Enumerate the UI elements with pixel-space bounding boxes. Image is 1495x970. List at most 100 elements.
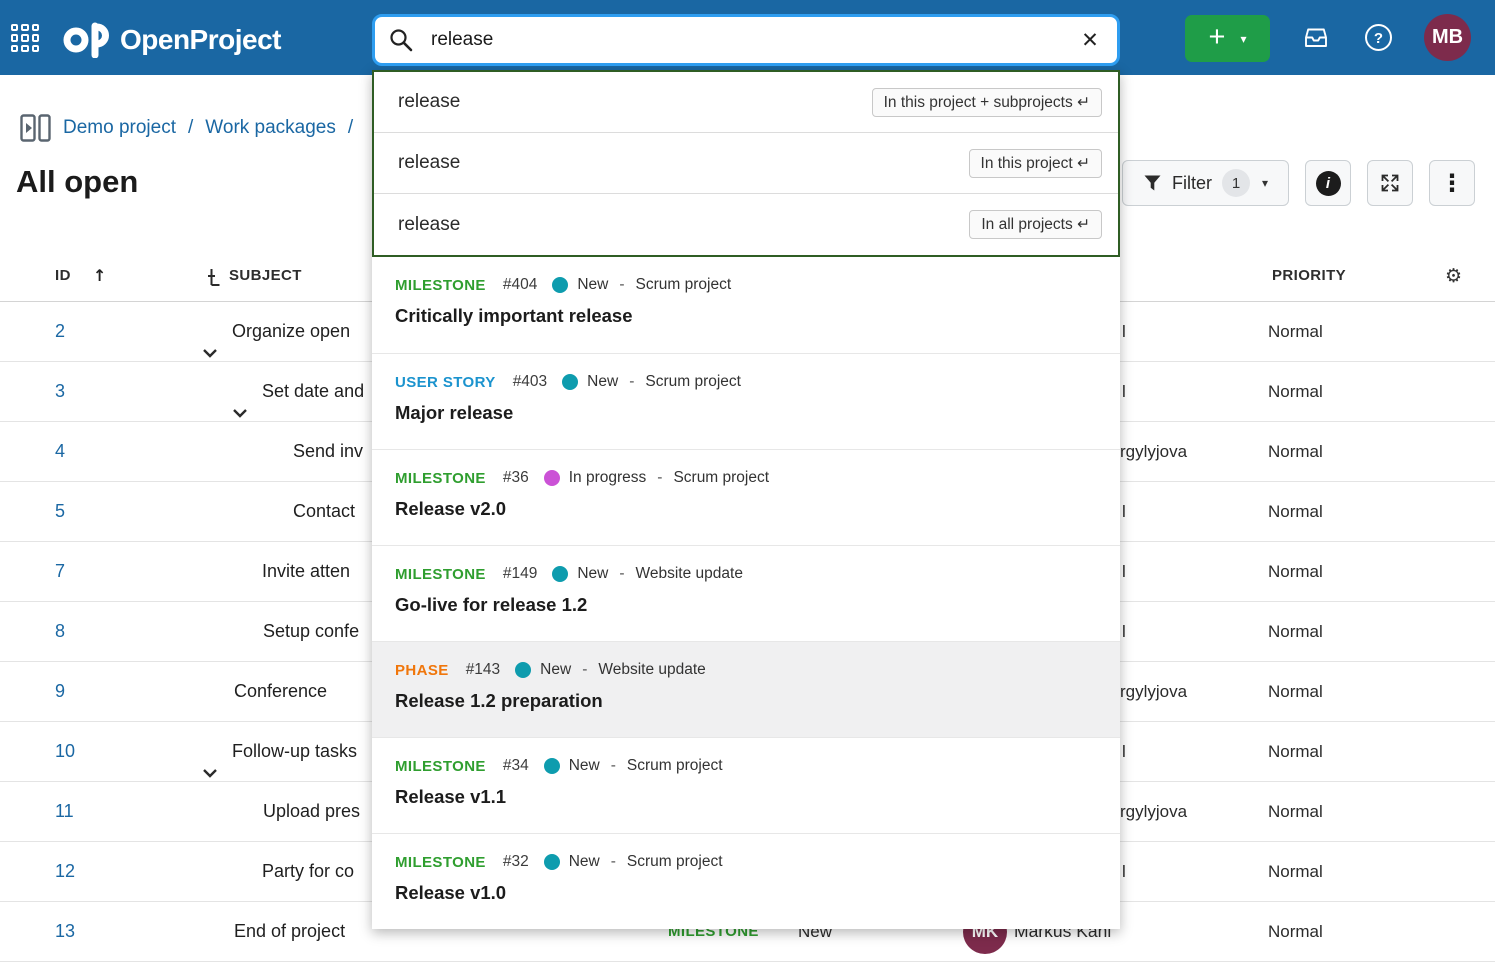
work-package-status: In progress [568,469,647,486]
search-term-text: release [398,213,461,235]
work-package-id-link[interactable]: 2 [55,321,66,341]
work-package-id-link[interactable]: 12 [55,861,76,881]
work-package-id-link[interactable]: 7 [55,561,66,581]
work-package-subject[interactable]: Set date and [262,381,365,401]
user-avatar[interactable]: MB [1424,14,1471,61]
clear-search-icon[interactable]: ✕ [1081,28,1099,52]
work-package-id-link[interactable]: 10 [55,741,76,761]
work-package-id-link[interactable]: 5 [55,501,66,521]
work-package-subject[interactable]: Contact [293,501,356,521]
hierarchy-icon[interactable] [207,268,222,293]
sort-ascending-icon[interactable]: ↑ [93,266,107,285]
work-package-id-link[interactable]: 4 [55,441,66,461]
table-settings-gear-icon[interactable]: ⚙ [1445,265,1463,287]
work-package-id: #149 [502,565,538,582]
search-result-item[interactable]: MILESTONE #36 In progress - Scrum projec… [372,449,1120,545]
work-package-subject[interactable]: Party for co [262,861,355,881]
global-search-input[interactable] [372,14,1120,66]
search-scope-option-all-projects[interactable]: release In all projects ↵ [374,194,1118,255]
work-package-id: #143 [465,661,501,678]
project-name: Scrum project [626,757,723,774]
work-package-type: PHASE [395,661,449,679]
info-button[interactable]: i [1305,160,1351,206]
app-grid-menu-icon[interactable] [11,24,39,52]
search-result-item[interactable]: MILESTONE #404 New - Scrum project Criti… [372,257,1120,353]
global-search: ✕ [372,14,1120,66]
filter-button[interactable]: Filter 1 ▾ [1122,160,1289,206]
search-scope-option-this-project[interactable]: release In this project ↵ [374,133,1118,194]
separator: - [610,853,616,870]
work-package-id-link[interactable]: 8 [55,621,66,641]
work-package-title: Release v2.0 [395,498,507,519]
priority-value: Normal [1268,802,1323,821]
filter-funnel-icon [1143,174,1162,192]
search-result-item[interactable]: MILESTONE #34 New - Scrum project Releas… [372,737,1120,833]
more-options-button[interactable]: ⋮ [1429,160,1475,206]
work-package-status: New [540,661,572,678]
priority-value: Normal [1268,502,1323,521]
global-create-button[interactable]: + ▾ [1185,15,1270,62]
column-header-id[interactable]: ID [55,267,71,284]
sidebar-toggle-icon[interactable] [20,114,51,142]
breadcrumb-project-link[interactable]: Demo project [63,117,176,138]
priority-value: Normal [1268,562,1323,581]
work-package-subject[interactable]: Follow-up tasks [232,741,358,761]
search-result-item-highlighted[interactable]: PHASE #143 New - Website update Release … [372,641,1120,737]
search-result-item[interactable]: MILESTONE #149 New - Website update Go-l… [372,545,1120,641]
work-package-id: #32 [502,853,529,870]
separator: - [582,661,588,678]
work-package-id-link[interactable]: 9 [55,681,66,701]
column-header-subject[interactable]: SUBJECT [229,267,302,284]
priority-value: Normal [1268,862,1323,881]
user-avatar-initials: MB [1431,26,1464,48]
assignee-name-fragment: l [1122,622,1126,641]
separator: - [629,373,635,390]
work-package-title: Release 1.2 preparation [395,690,603,711]
fullscreen-icon [1379,172,1401,194]
collapse-arrow-icon[interactable] [202,324,218,383]
work-package-title: Release v1.1 [395,786,507,807]
column-header-priority[interactable]: PRIORITY [1272,267,1347,284]
work-package-subject[interactable]: Organize open [232,321,351,341]
collapse-arrow-icon[interactable] [202,744,218,803]
assignee-name-fragment: l [1122,382,1126,401]
search-results-dropdown: release In this project + subprojects ↵ … [372,70,1120,929]
work-package-id-link[interactable]: 3 [55,381,66,401]
plus-icon: + [1208,20,1226,53]
page-title: All open [16,164,139,199]
openproject-logo-text: OpenProject [120,23,281,55]
work-package-id-link[interactable]: 13 [55,921,76,941]
assignee-name-fragment: l [1122,742,1126,761]
work-package-subject[interactable]: End of project [234,921,346,941]
work-package-type: USER STORY [395,373,496,391]
work-package-status: New [568,853,600,870]
breadcrumb-separator: / [347,117,354,138]
search-result-item[interactable]: MILESTONE #32 New - Scrum project Releas… [372,833,1120,929]
help-icon[interactable]: ? [1364,23,1393,57]
project-name: Scrum project [635,276,732,293]
work-package-subject[interactable]: Send inv [293,441,364,461]
separator: - [619,565,625,582]
work-package-subject[interactable]: Setup confe [263,621,360,641]
work-package-subject[interactable]: Conference [234,681,328,701]
search-result-item[interactable]: USER STORY #403 New - Scrum project Majo… [372,353,1120,449]
work-package-subject[interactable]: Upload pres [263,801,361,821]
search-scope-option-subprojects[interactable]: release In this project + subprojects ↵ [374,72,1118,133]
separator: - [657,469,663,486]
search-scope-badge: In this project + subprojects ↵ [871,87,1102,117]
collapse-arrow-icon[interactable] [232,384,248,443]
breadcrumb-workpackages-link[interactable]: Work packages [205,117,336,138]
openproject-logo[interactable]: OpenProject [62,16,281,63]
work-package-subject[interactable]: Invite atten [262,561,351,581]
notifications-inbox-icon[interactable] [1302,24,1330,56]
filter-label: Filter [1171,172,1212,193]
priority-value: Normal [1268,682,1323,701]
chevron-down-icon: ▾ [1261,176,1269,190]
kebab-menu-icon: ⋮ [1440,169,1464,197]
work-package-id-link[interactable]: 11 [55,801,74,821]
project-name: Website update [598,661,706,678]
work-package-title: Major release [395,402,514,423]
fullscreen-button[interactable] [1367,160,1413,206]
status-dot-icon [552,566,569,582]
